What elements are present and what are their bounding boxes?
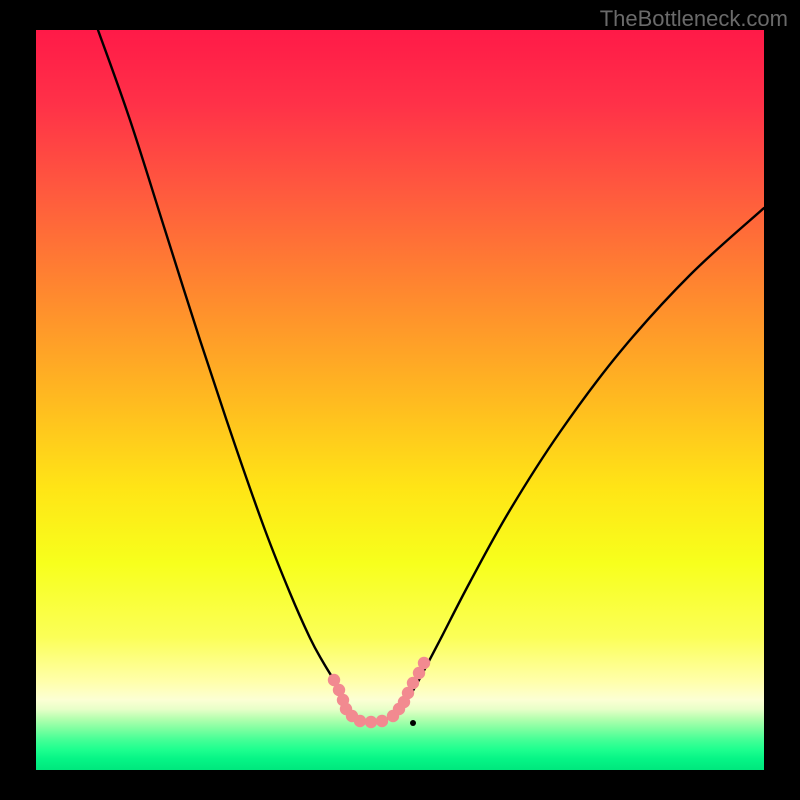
chart-container: TheBottleneck.com — [0, 0, 800, 800]
watermark-text: TheBottleneck.com — [600, 6, 788, 32]
bottleneck-curve-chart — [0, 0, 800, 800]
